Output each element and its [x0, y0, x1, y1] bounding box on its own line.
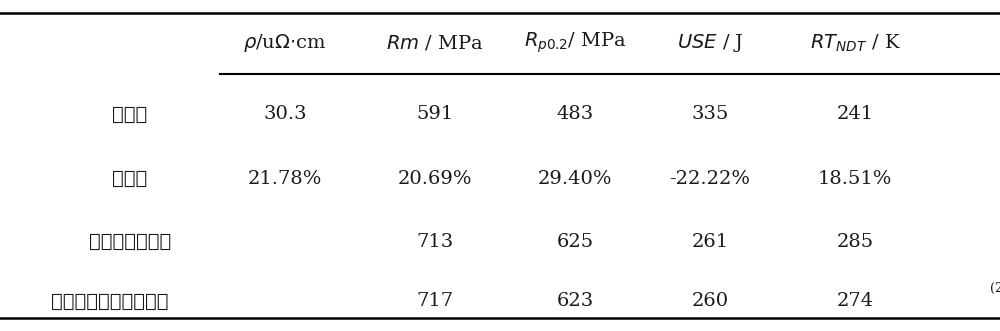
Text: 713: 713: [416, 233, 454, 251]
Text: -22.22%: -22.22%: [670, 170, 750, 188]
Text: 335: 335: [691, 105, 729, 123]
Text: $\rho$/u$\Omega$$\cdot$cm: $\rho$/u$\Omega$$\cdot$cm: [243, 32, 327, 54]
Text: $RT_{NDT}$ / K: $RT_{NDT}$ / K: [810, 32, 900, 54]
Text: 241: 241: [836, 105, 874, 123]
Text: $R_{p0.2}$/ MPa: $R_{p0.2}$/ MPa: [524, 31, 626, 55]
Text: 591: 591: [416, 105, 454, 123]
Text: 20.69%: 20.69%: [398, 170, 472, 188]
Text: 21.78%: 21.78%: [248, 170, 322, 188]
Text: 260: 260: [691, 292, 729, 310]
Text: 变化率: 变化率: [112, 169, 148, 188]
Text: 623: 623: [556, 292, 594, 310]
Text: 274: 274: [836, 292, 874, 310]
Text: $Rm$ / MPa: $Rm$ / MPa: [386, 33, 484, 53]
Text: 285: 285: [836, 233, 874, 251]
Text: 30.3: 30.3: [263, 105, 307, 123]
Text: 29.40%: 29.40%: [538, 170, 612, 188]
Text: 18.51%: 18.51%: [818, 170, 892, 188]
Text: 717: 717: [416, 292, 454, 310]
Text: (2): (2): [990, 281, 1000, 295]
Text: 实时（计算値）: 实时（计算値）: [89, 232, 171, 251]
Text: 625: 625: [556, 233, 594, 251]
Text: 实测（辐照监督试样）: 实测（辐照监督试样）: [51, 292, 169, 311]
Text: 483: 483: [556, 105, 594, 123]
Text: 261: 261: [691, 233, 729, 251]
Text: 初始値: 初始値: [112, 105, 148, 124]
Text: $USE$ / J: $USE$ / J: [677, 32, 743, 54]
